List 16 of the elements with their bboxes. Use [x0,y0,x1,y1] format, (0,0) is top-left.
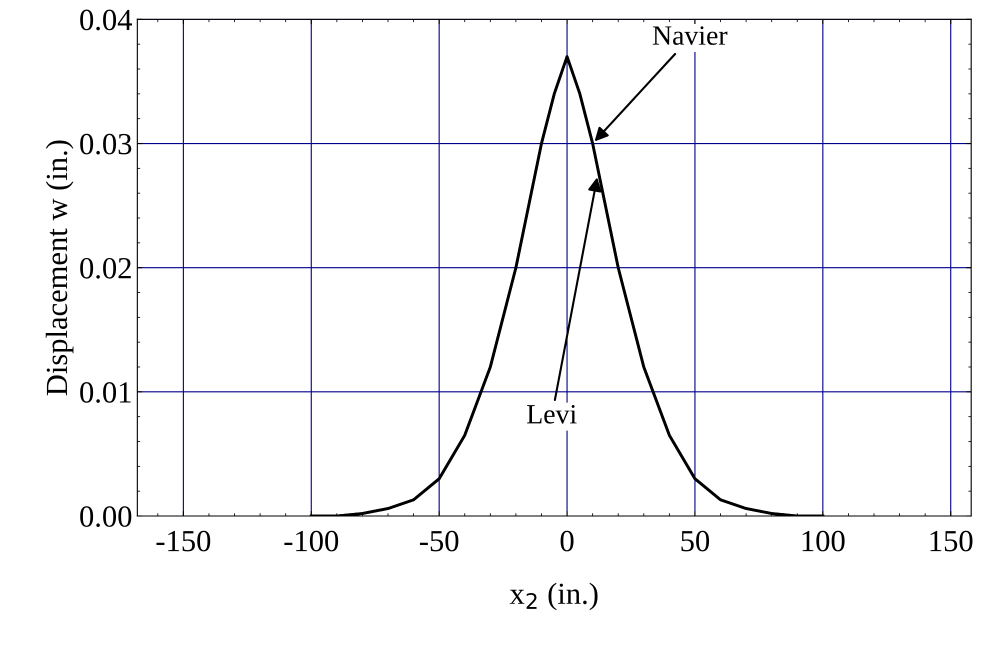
y-tick-label: 0.00 [80,506,132,528]
x-tick-label: 150 [930,530,972,552]
x-tick-label: 100 [802,530,845,552]
legend-label: Navier [652,26,728,45]
x-axis-title: x$_{2}$ (in.) [510,582,598,610]
y-axis-title: Displacement w (in.) [46,140,74,396]
y-tick-label: 0.03 [80,134,132,155]
x-tick-label: 0 [560,530,574,552]
x-tick-label: -100 [284,530,338,552]
x-tick-label: 50 [681,530,710,552]
series-label: Levi [527,404,577,424]
y-tick-label: 0.02 [80,258,131,279]
x-tick-label: -150 [156,530,210,552]
x-tick-label: -50 [420,530,458,552]
y-tick-label: 0.04 [80,10,132,30]
y-tick-label: 0.01 [80,382,131,403]
